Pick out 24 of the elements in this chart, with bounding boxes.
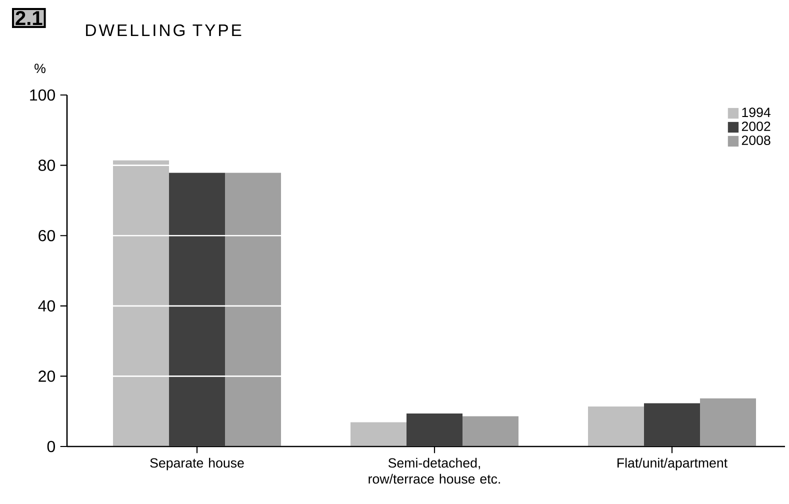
x-tick-label: Separate house <box>150 458 244 470</box>
text: 2.1 <box>16 10 42 25</box>
y-tick-label: 20 <box>38 370 55 382</box>
bar <box>113 160 170 447</box>
y-axis-title: % <box>34 64 46 74</box>
bar <box>462 416 519 447</box>
y-tick-label: 100 <box>30 89 55 101</box>
y-tick-label: 40 <box>38 300 55 312</box>
bar <box>406 413 463 447</box>
bar <box>644 403 700 447</box>
chart-title: DWELLING TYPE <box>86 24 242 36</box>
x-tick-label: Semi-detached, row/terrace house etc. <box>368 458 500 484</box>
legend-label: 2002 <box>742 122 770 132</box>
bar <box>588 406 644 447</box>
y-tick-label: 80 <box>38 160 55 171</box>
legend-label: 1994 <box>742 108 770 118</box>
bar <box>700 398 756 447</box>
bar <box>225 172 282 447</box>
y-tick-label: 0 <box>47 440 56 452</box>
bar <box>350 422 406 447</box>
legend-label: 2008 <box>742 136 770 146</box>
bar <box>169 172 226 447</box>
x-tick-label: Flat/unit/apartment <box>618 458 728 470</box>
y-tick-label: 60 <box>38 230 55 242</box>
